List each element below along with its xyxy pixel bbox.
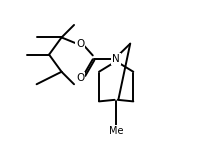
Text: Me: Me [109,126,123,136]
Text: N: N [112,54,120,64]
Text: O: O [76,39,84,49]
Text: O: O [76,73,84,83]
